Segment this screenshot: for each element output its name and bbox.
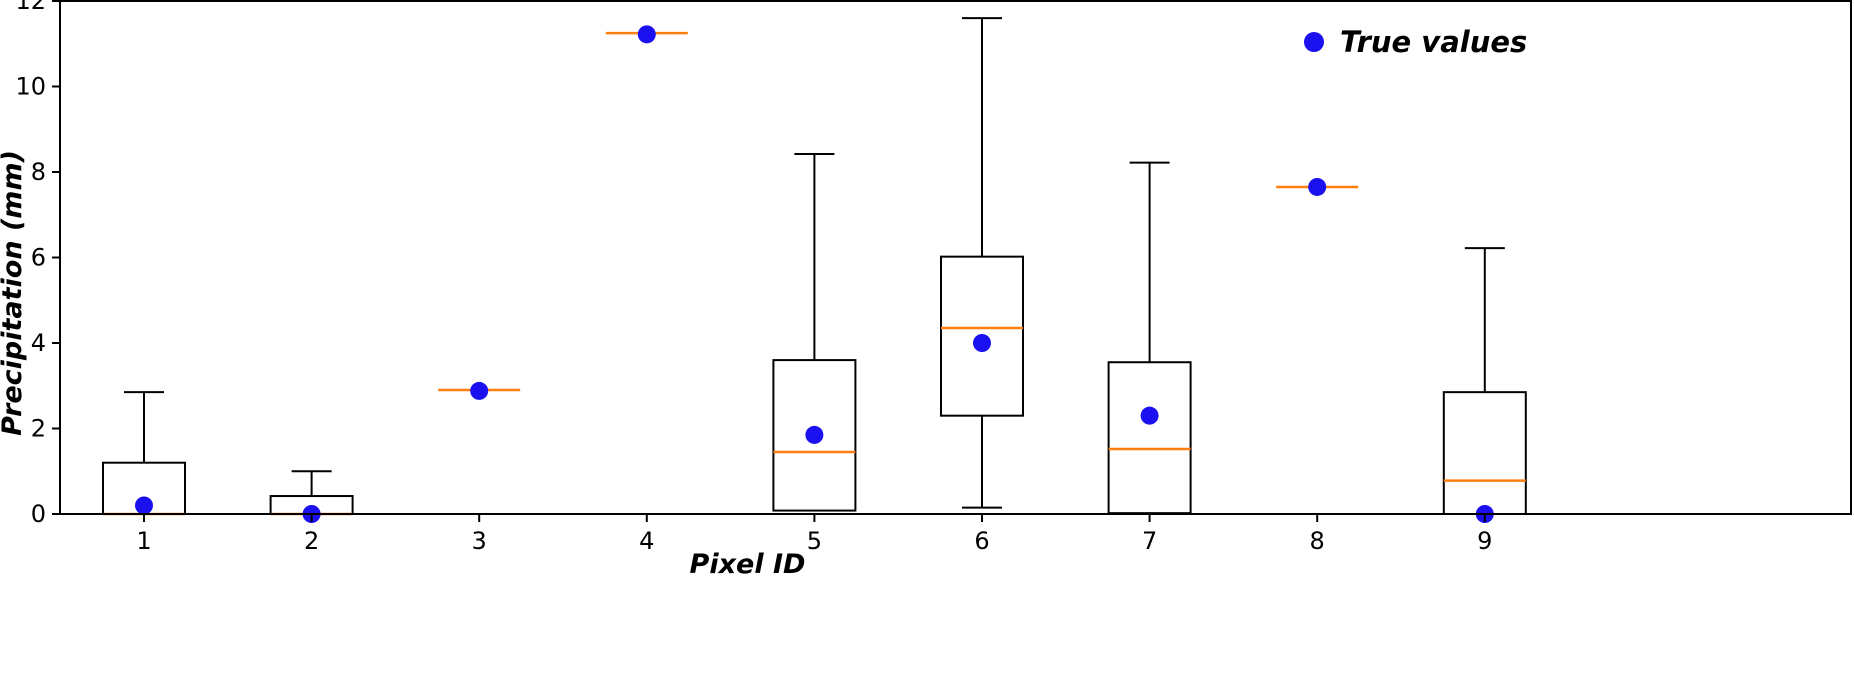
box-body <box>772 359 857 512</box>
y-axis: 0 2 4 6 8 10 12 <box>15 0 60 528</box>
legend-label: True values <box>1340 25 1527 59</box>
x-tick-label: 6 <box>974 527 989 555</box>
true-value-point <box>637 25 656 44</box>
x-tick-label: 2 <box>304 527 319 555</box>
box-6 <box>940 17 1024 509</box>
y-tick-label: 4 <box>31 329 46 357</box>
y-tick-label: 10 <box>15 73 46 101</box>
box-body <box>940 255 1024 417</box>
x-tick-label: 3 <box>472 527 487 555</box>
box-body <box>1442 391 1527 516</box>
true-value-point <box>805 425 824 444</box>
legend: True values <box>1304 25 1527 59</box>
y-tick-label: 12 <box>15 0 46 15</box>
y-tick-label: 8 <box>31 158 46 186</box>
points-layer <box>135 25 1494 523</box>
y-tick-label: 2 <box>31 415 46 443</box>
x-tick-label: 9 <box>1477 527 1492 555</box>
y-tick-label: 0 <box>31 500 46 528</box>
true-value-point <box>1140 406 1159 425</box>
box-9 <box>1442 247 1527 516</box>
box-body <box>1107 361 1192 515</box>
box-5 <box>772 153 857 512</box>
x-tick-label: 7 <box>1142 527 1157 555</box>
x-axis-label: Pixel ID <box>690 549 806 580</box>
true-value-point <box>135 496 153 515</box>
true-value-point <box>973 334 991 352</box>
box-1 <box>102 391 186 516</box>
x-tick-label: 4 <box>639 527 654 555</box>
true-value-point <box>1308 177 1327 196</box>
legend-marker <box>1304 32 1324 52</box>
y-axis-label: Precipitation (mm) <box>0 150 28 436</box>
x-tick-label: 5 <box>807 527 822 555</box>
x-axis: 1 2 3 4 5 6 7 8 9 <box>136 514 1492 555</box>
y-tick-label: 6 <box>31 244 46 272</box>
x-tick-label: 1 <box>136 527 151 555</box>
true-value-point <box>470 381 489 400</box>
x-tick-label: 8 <box>1310 527 1325 555</box>
box-7 <box>1107 161 1192 515</box>
